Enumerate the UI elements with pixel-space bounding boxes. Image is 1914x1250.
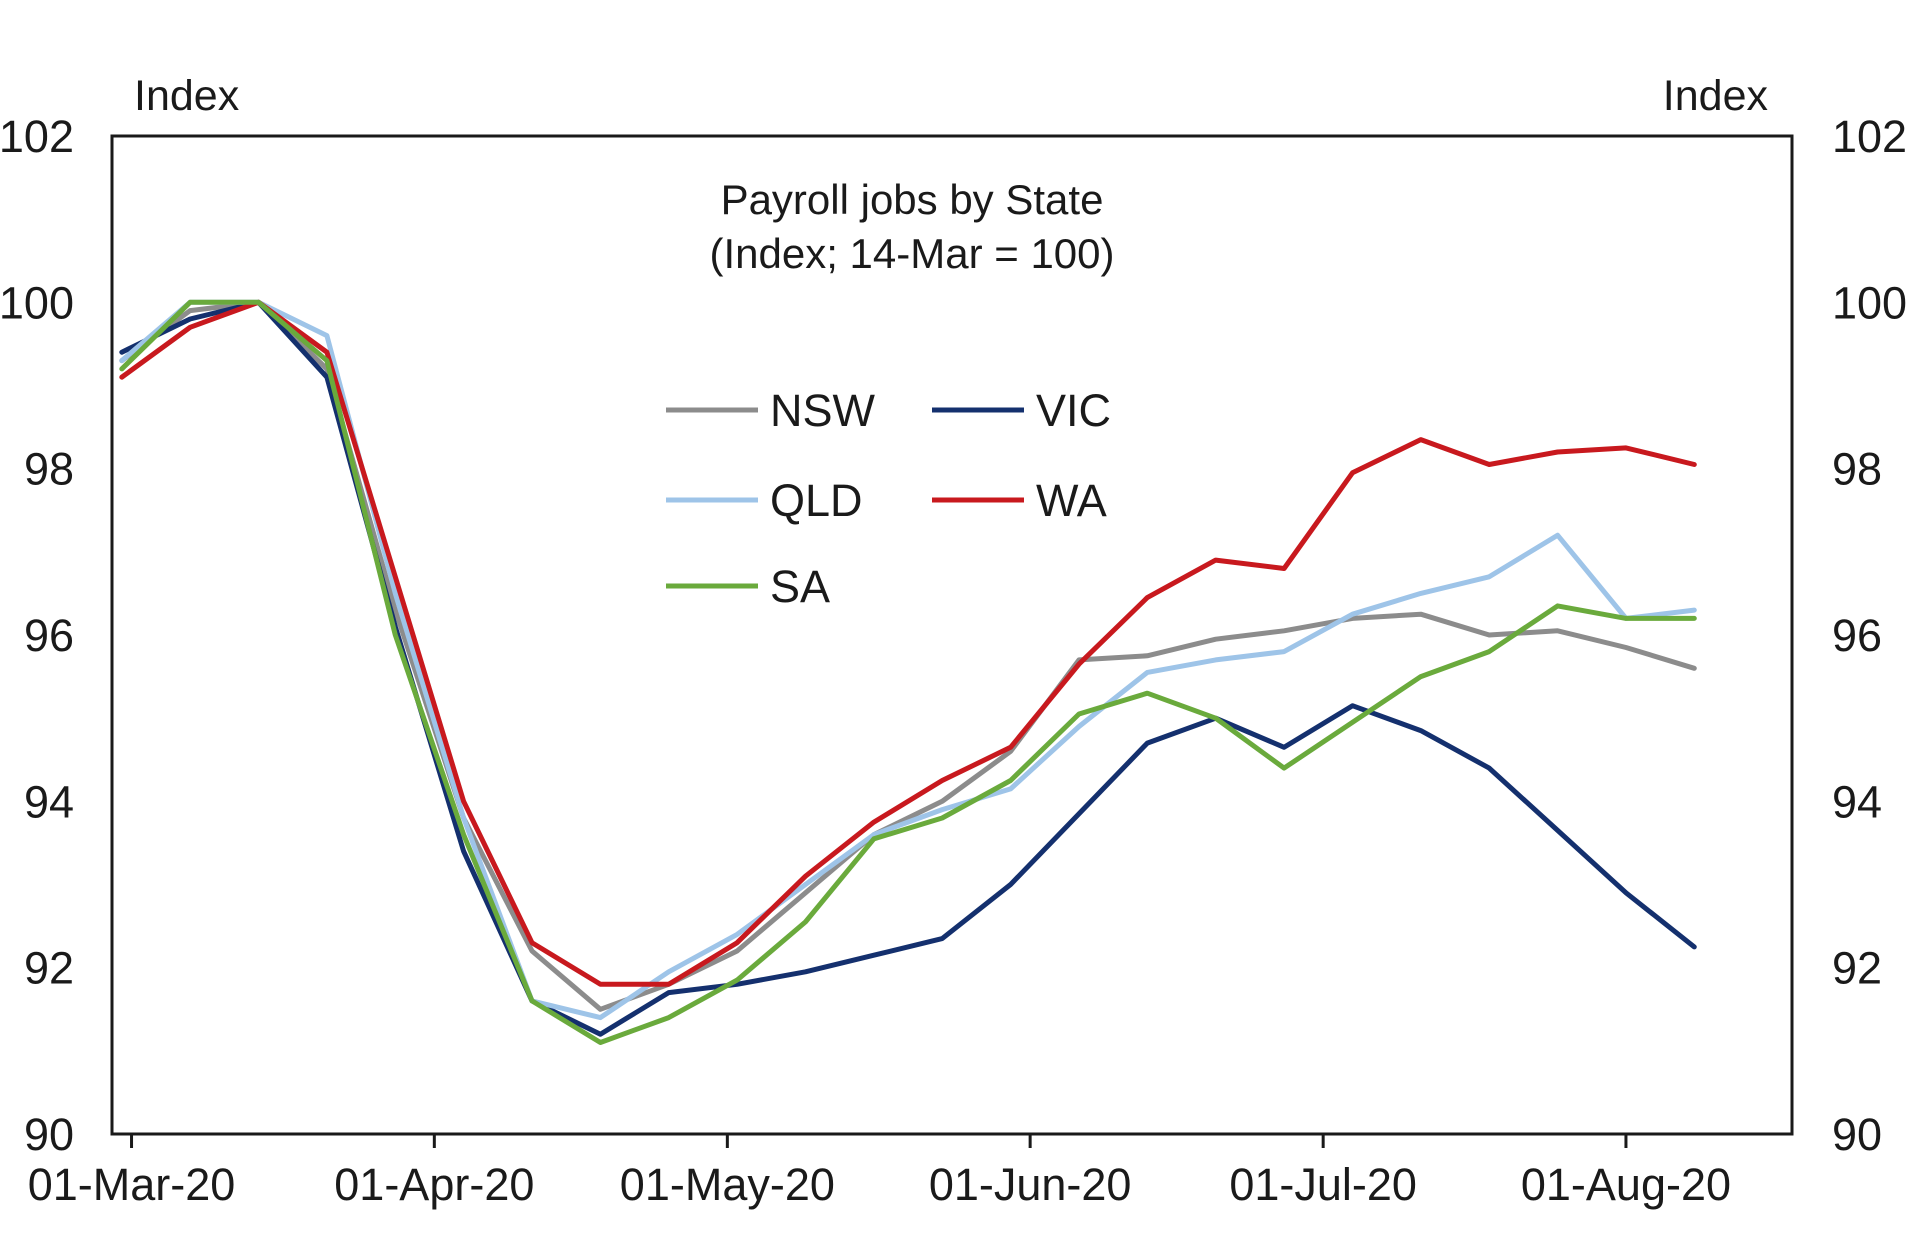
y-axis-unit-left: Index bbox=[134, 72, 240, 120]
x-tick-label: 01-May-20 bbox=[620, 1159, 835, 1210]
y-tick-label-left: 90 bbox=[24, 1109, 74, 1160]
y-tick-label-left: 102 bbox=[0, 111, 74, 162]
legend-label-qld: QLD bbox=[770, 475, 863, 526]
x-tick-label: 01-Mar-20 bbox=[28, 1159, 236, 1210]
x-tick-label: 01-Apr-20 bbox=[334, 1159, 534, 1210]
chart-title: Payroll jobs by State bbox=[721, 176, 1104, 223]
y-tick-label-left: 100 bbox=[0, 277, 74, 328]
legend-label-vic: VIC bbox=[1036, 385, 1111, 436]
x-tick-label: 01-Aug-20 bbox=[1521, 1159, 1731, 1210]
series-line-wa bbox=[119, 299, 1697, 987]
y-tick-label-right: 92 bbox=[1832, 943, 1882, 994]
x-tick-label: 01-Jun-20 bbox=[929, 1159, 1132, 1210]
y-tick-label-right: 102 bbox=[1832, 111, 1907, 162]
legend-label-nsw: NSW bbox=[770, 385, 876, 436]
y-axis-unit-right: Index bbox=[1663, 72, 1769, 120]
y-tick-label-left: 92 bbox=[24, 943, 74, 994]
plot-frame bbox=[110, 134, 1794, 1136]
series-line-vic bbox=[119, 299, 1697, 1037]
y-tick-label-left: 98 bbox=[24, 444, 74, 495]
legend-label-sa: SA bbox=[770, 561, 830, 612]
y-tick-label-right: 100 bbox=[1832, 277, 1907, 328]
legend-label-wa: WA bbox=[1036, 475, 1107, 526]
series-line-nsw bbox=[119, 299, 1697, 1012]
legend: NSW VIC QLD WA SA bbox=[666, 385, 1111, 612]
series-line-sa bbox=[119, 299, 1697, 1045]
y-axis-ticks: 102 102 100 100 98 98 96 96 94 94 92 92 90 90 bbox=[0, 111, 1907, 1160]
y-tick-label-right: 98 bbox=[1832, 444, 1882, 495]
y-tick-label-right: 94 bbox=[1832, 776, 1882, 827]
y-tick-label-right: 96 bbox=[1832, 610, 1882, 661]
y-tick-label-right: 90 bbox=[1832, 1109, 1882, 1160]
series-line-qld bbox=[119, 299, 1697, 1021]
y-tick-label-left: 94 bbox=[24, 776, 74, 827]
chart-subtitle: (Index; 14-Mar = 100) bbox=[709, 230, 1114, 277]
x-tick-label: 01-Jul-20 bbox=[1229, 1159, 1417, 1210]
x-axis-ticks: 01-Mar-20 01-Apr-20 01-May-20 01-Jun-20 01-J… bbox=[28, 1134, 1731, 1210]
y-tick-label-left: 96 bbox=[24, 610, 74, 661]
series-lines bbox=[119, 299, 1697, 1045]
